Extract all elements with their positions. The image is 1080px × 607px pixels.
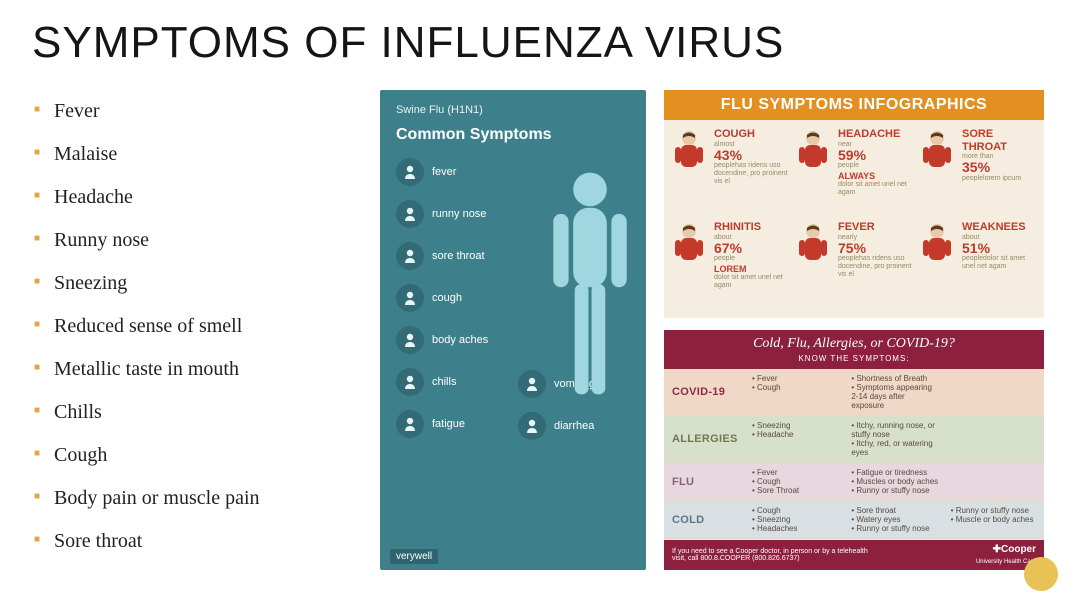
symptom-icon — [396, 368, 424, 396]
flu-infographic: FLU SYMPTOMS INFOGRAPHICS COUGHalmost43%… — [664, 90, 1044, 318]
person-icon — [918, 221, 956, 269]
symptom-icon — [518, 412, 546, 440]
flu-cell: HEADACHEnear59%peopleALWAYSdolor sit ame… — [794, 128, 914, 217]
compare-table: Cold, Flu, Allergies, or COVID-19? KNOW … — [664, 330, 1044, 570]
symptom-list: FeverMalaiseHeadacheRunny noseSneezingRe… — [32, 90, 362, 563]
symptom-item: Headache — [32, 176, 362, 219]
symptom-icon — [396, 284, 424, 312]
symptom-item: Runny nose — [32, 219, 362, 262]
flu-ig-title: FLU SYMPTOMS INFOGRAPHICS — [664, 90, 1044, 120]
symptom-item: Reduced sense of smell — [32, 305, 362, 348]
brand-label: verywell — [390, 549, 438, 564]
row-label: COVID-19 — [664, 369, 746, 415]
person-icon — [918, 128, 956, 176]
person-icon — [794, 128, 832, 176]
symptom-item: Chills — [32, 391, 362, 434]
symptom-item: Sneezing — [32, 262, 362, 305]
symptom-item: Malaise — [32, 133, 362, 176]
flu-cell: FEVERnearly75%peoplehas ridens uso docen… — [794, 221, 914, 310]
slide-number-badge — [1024, 557, 1058, 591]
compare-row: COVID-19FeverCoughShortness of BreathSym… — [664, 369, 1044, 416]
person-icon — [794, 221, 832, 269]
person-icon — [670, 128, 708, 176]
compare-row: ALLERGIESSneezingHeadacheItchy, running … — [664, 416, 1044, 463]
compare-header: Cold, Flu, Allergies, or COVID-19? KNOW … — [664, 330, 1044, 369]
flu-cell: WEAKNEESabout51%peopledolor sit amet une… — [918, 221, 1038, 310]
slide-title: SYMPTOMS OF INFLUENZA VIRUS — [32, 18, 1048, 68]
flu-cell: COUGHalmost43%peoplehas ridens uso docen… — [670, 128, 790, 217]
symptom-item: Body pain or muscle pain — [32, 477, 362, 520]
row-label: ALLERGIES — [664, 416, 746, 462]
compare-subtitle: KNOW THE SYMPTOMS: — [668, 354, 1040, 363]
flu-cell: SORE THROATmore than35%peoplelorem ipcum — [918, 128, 1038, 217]
symptom-icon — [518, 370, 546, 398]
row-label: FLU — [664, 463, 746, 500]
symptom-icon — [396, 158, 424, 186]
row-label: COLD — [664, 501, 746, 538]
compare-title: Cold, Flu, Allergies, or COVID-19? — [668, 336, 1040, 352]
symptom-icon — [396, 326, 424, 354]
bullet-column: FeverMalaiseHeadacheRunny noseSneezingRe… — [32, 90, 362, 570]
compare-footer: If you need to see a Cooper doctor, in p… — [664, 540, 1044, 570]
swine-heading: Common Symptoms — [396, 126, 630, 144]
columns: FeverMalaiseHeadacheRunny noseSneezingRe… — [32, 90, 1048, 570]
slide: SYMPTOMS OF INFLUENZA VIRUS FeverMalaise… — [0, 0, 1080, 607]
symptom-icon — [396, 200, 424, 228]
swine-flu-card: Swine Flu (H1N1) Common Symptoms feverru… — [380, 90, 646, 570]
symptom-icon — [396, 410, 424, 438]
symptom-item: Fever — [32, 90, 362, 133]
human-body-icon — [544, 168, 636, 428]
right-column: FLU SYMPTOMS INFOGRAPHICS COUGHalmost43%… — [664, 90, 1044, 570]
symptom-icon — [396, 242, 424, 270]
compare-row: FLUFeverCoughSore ThroatFatigue or tired… — [664, 463, 1044, 501]
swine-subtitle: Swine Flu (H1N1) — [396, 104, 630, 116]
symptom-item: Sore throat — [32, 520, 362, 563]
compare-row: COLDCoughSneezingHeadachesSore throatWat… — [664, 501, 1044, 539]
footer-text: If you need to see a Cooper doctor, in p… — [672, 548, 872, 562]
symptom-item: Metallic taste in mouth — [32, 348, 362, 391]
symptom-item: Cough — [32, 434, 362, 477]
person-icon — [670, 221, 708, 269]
flu-cell: RHINITISabout67%peopleLOREMdolor sit ame… — [670, 221, 790, 310]
